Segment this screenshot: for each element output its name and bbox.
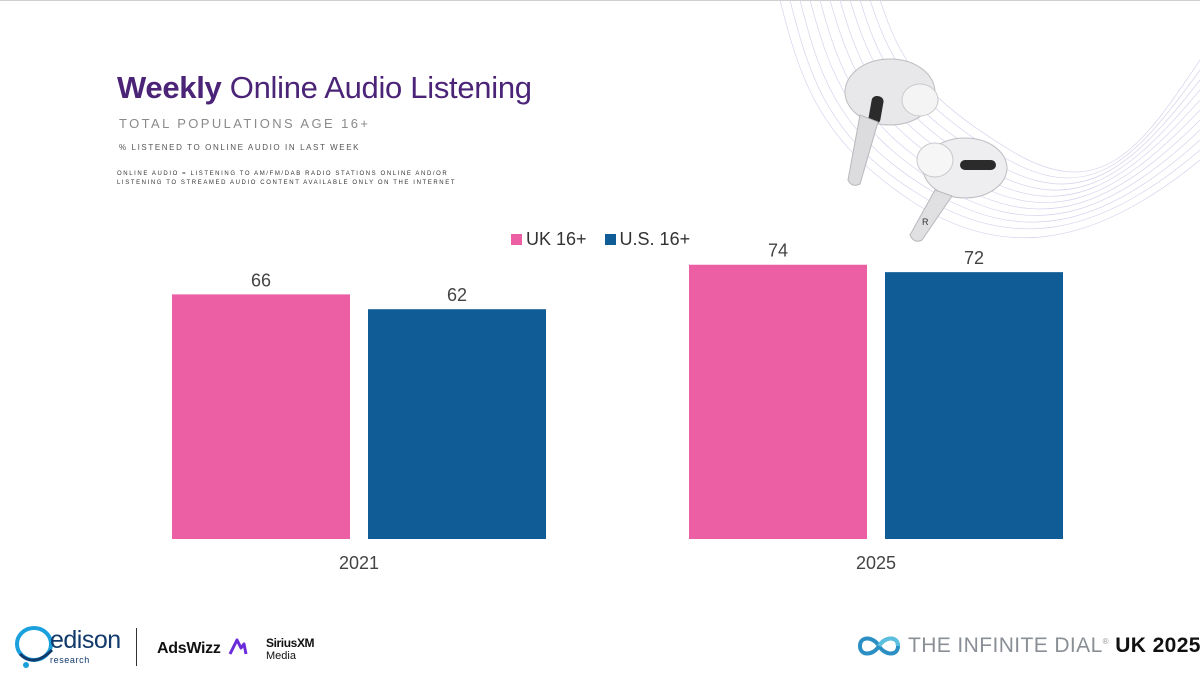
infinity-icon (857, 636, 901, 656)
legend-swatch-uk (511, 234, 522, 245)
dial-registered: ® (1102, 637, 1109, 646)
infinite-dial-brand: THE INFINITE DIAL® UK 2025 (856, 633, 1200, 659)
dial-prefix: THE INFINITE DIAL (908, 634, 1103, 657)
definition-line-2: LISTENING TO STREAMED AUDIO CONTENT AVAI… (117, 180, 457, 186)
page-title: Weekly Online Audio Listening (117, 70, 532, 106)
title-rest: Online Audio Listening (221, 70, 532, 105)
dial-suffix: UK 2025 (1115, 634, 1200, 657)
data-label-uk-2021: 66 (251, 270, 271, 290)
data-label-uk-2025: 74 (768, 241, 788, 261)
x-tick-label-2021: 2021 (339, 553, 379, 573)
siriusxm-wordmark: SiriusXM (266, 636, 315, 650)
x-tick-label-2025: 2025 (856, 553, 896, 573)
legend-item-us: U.S. 16+ (604, 229, 691, 250)
bar-us-2021 (368, 309, 546, 539)
dial-title: THE INFINITE DIAL® UK 2025 (908, 634, 1200, 658)
bar-uk-2021 (172, 294, 350, 539)
legend-item-uk: UK 16+ (511, 229, 587, 250)
adswizz-wordmark: AdsWizz (157, 640, 221, 657)
data-label-us-2025: 72 (964, 248, 984, 268)
bar-chart: 66 62 2021 74 72 2025 (172, 241, 1063, 573)
edison-wordmark: edison (50, 626, 121, 654)
bar-us-2025 (885, 272, 1063, 539)
data-label-us-2021: 62 (447, 285, 467, 305)
definition-line-1: ONLINE AUDIO = LISTENING TO AM/FM/DAB RA… (117, 171, 449, 177)
legend-label-uk: UK 16+ (526, 229, 587, 249)
svg-text:R: R (922, 217, 929, 227)
legend-swatch-us (604, 234, 616, 245)
legend-label-us: U.S. 16+ (619, 229, 691, 249)
earbuds-image: R (779, 0, 1200, 242)
siriusxm-media: Media (266, 650, 296, 662)
measure-note: % LISTENED TO ONLINE AUDIO IN LAST WEEK (119, 143, 361, 152)
logo-divider (136, 628, 137, 666)
edison-subtext: research (50, 655, 90, 665)
footer-logos: edison research AdsWizz SiriusXM Media T… (0, 600, 1200, 677)
definition-note: ONLINE AUDIO = LISTENING TO AM/FM/DAB RA… (117, 170, 456, 188)
bar-uk-2025 (689, 264, 867, 539)
title-bold: Weekly (117, 70, 222, 105)
subtitle: TOTAL POPULATIONS AGE 16+ (119, 116, 371, 131)
top-rule (0, 0, 1200, 1)
edison-logo-icon (15, 626, 54, 668)
adswizz-mark-icon (228, 638, 248, 655)
chart-legend: UK 16+ U.S. 16+ (511, 229, 690, 250)
